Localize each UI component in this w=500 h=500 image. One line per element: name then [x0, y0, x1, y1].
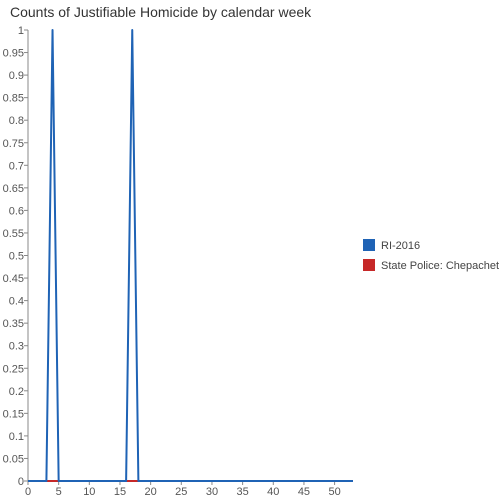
- legend-swatch: [363, 259, 375, 271]
- series-line-ri-2016: [28, 29, 353, 482]
- legend-item: RI-2016: [363, 239, 420, 252]
- y-tick-label: 0.85: [3, 93, 24, 105]
- y-tick-label: 0.45: [3, 273, 24, 285]
- y-tick-label: 0.1: [9, 431, 24, 443]
- x-tick-label: 5: [56, 486, 62, 498]
- y-tick-label: 1: [18, 25, 24, 37]
- y-tick-label: 0.05: [3, 453, 24, 465]
- y-axis: 0 0.05 0.1 0.15 0.2 0.25 0.3 0.35 0.4 0.45 0.5 0.55…: [3, 25, 29, 488]
- y-tick-label: 0.5: [9, 251, 24, 263]
- y-tick-label: 0.25: [3, 363, 24, 375]
- y-tick-label: 0.6: [9, 205, 24, 217]
- legend: RI-2016 State Police: Chepachet: [363, 239, 499, 272]
- x-tick-label: 15: [114, 486, 126, 498]
- y-tick-label: 0.35: [3, 318, 24, 330]
- legend-label: RI-2016: [381, 240, 420, 252]
- legend-label: State Police: Chepachet: [381, 260, 499, 272]
- x-tick-label: 50: [328, 486, 340, 498]
- y-tick-label: 0.95: [3, 48, 24, 60]
- legend-item: State Police: Chepachet: [363, 259, 499, 272]
- y-tick-label: 0.8: [9, 115, 24, 127]
- x-axis: 0 5 10 15 20 25 30 35 40 45 50: [25, 480, 353, 498]
- y-tick-label: 0.4: [9, 296, 24, 308]
- x-tick-label: 30: [206, 486, 218, 498]
- y-tick-label: 0: [18, 476, 24, 488]
- x-tick-label: 45: [298, 486, 310, 498]
- y-tick-label: 0.75: [3, 138, 24, 150]
- series-lines: [28, 29, 353, 482]
- x-tick-label: 40: [267, 486, 279, 498]
- y-tick-label: 0.65: [3, 183, 24, 195]
- y-tick-label: 0.7: [9, 160, 24, 172]
- x-tick-label: 25: [175, 486, 187, 498]
- y-tick-label: 0.2: [9, 386, 24, 398]
- chart-title: Counts of Justifiable Homicide by calend…: [10, 4, 312, 20]
- x-tick-label: 10: [83, 486, 95, 498]
- legend-swatch: [363, 239, 375, 251]
- x-tick-label: 20: [145, 486, 157, 498]
- y-tick-label: 0.9: [9, 70, 24, 82]
- x-tick-label: 35: [236, 486, 248, 498]
- y-tick-label: 0.15: [3, 408, 24, 420]
- y-tick-label: 0.3: [9, 341, 24, 353]
- x-tick-label: 0: [25, 486, 31, 498]
- y-tick-label: 0.55: [3, 228, 24, 240]
